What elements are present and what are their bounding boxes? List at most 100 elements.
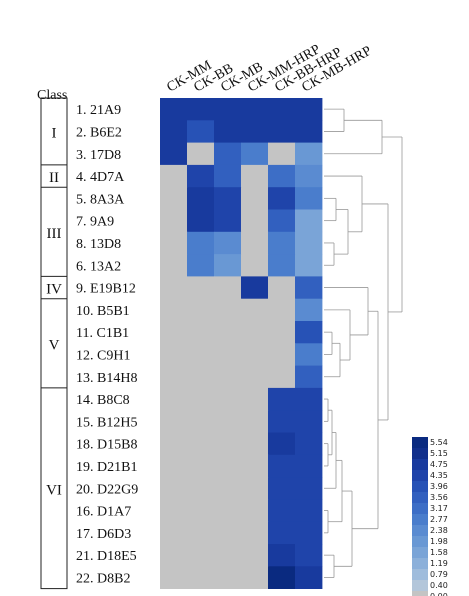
row-label: 19. D21B1 xyxy=(76,460,137,475)
heatmap-cell xyxy=(241,187,269,210)
heatmap-cell xyxy=(268,98,296,121)
row-label: 9. E19B12 xyxy=(76,282,136,297)
heatmap-cell xyxy=(268,432,296,456)
row-label: 1. 21A9 xyxy=(76,103,121,118)
heatmap-cell xyxy=(268,187,296,210)
heatmap-cell xyxy=(268,321,296,344)
heatmap-cell xyxy=(295,298,323,322)
heatmap-cell xyxy=(214,98,242,121)
legend-swatch xyxy=(412,481,428,493)
heatmap-cell xyxy=(187,521,215,545)
row-label: 21. D18E5 xyxy=(76,549,137,564)
heatmap-cell xyxy=(160,566,188,589)
heatmap-cell xyxy=(160,387,188,411)
heatmap-cell xyxy=(160,365,188,389)
legend-swatch xyxy=(412,580,428,592)
heatmap-cell xyxy=(187,365,215,389)
row-label: 20. D22G9 xyxy=(76,482,138,497)
legend-swatch xyxy=(412,569,428,581)
legend-swatch xyxy=(412,459,428,471)
heatmap-cell xyxy=(160,477,188,500)
legend-swatch xyxy=(412,503,428,515)
legend-label: 2.38 xyxy=(430,526,448,535)
legend-swatch xyxy=(412,437,428,449)
legend-label: 5.54 xyxy=(430,438,448,447)
legend-label: 4.35 xyxy=(430,471,448,480)
heatmap-cell xyxy=(268,231,296,255)
heatmap-cell xyxy=(187,410,215,433)
heatmap-cell xyxy=(241,365,269,389)
row-label: 12. C9H1 xyxy=(76,348,130,363)
heatmap-cell xyxy=(241,98,269,121)
heatmap-cell xyxy=(268,521,296,545)
heatmap-cell xyxy=(214,276,242,300)
class-label: V xyxy=(49,337,60,353)
heatmap-cell xyxy=(268,410,296,433)
heatmap-cell xyxy=(241,499,269,523)
heatmap-cell xyxy=(268,298,296,322)
heatmap-cell xyxy=(295,521,323,545)
row-label: 22. D8B2 xyxy=(76,571,130,586)
legend-label: 1.19 xyxy=(430,559,448,568)
heatmap-cell xyxy=(241,410,269,433)
heatmap-cell xyxy=(241,387,269,411)
row-label: 2. B6E2 xyxy=(76,125,122,140)
row-label: 11. C1B1 xyxy=(76,326,129,341)
heatmap-cell xyxy=(187,454,215,478)
heatmap-cell xyxy=(295,387,323,411)
legend-label: 0.40 xyxy=(430,581,448,590)
heatmap-cell xyxy=(268,544,296,567)
heatmap-cell xyxy=(241,477,269,500)
row-label: 4. 4D7A xyxy=(76,170,125,185)
heatmap-cell xyxy=(214,365,242,389)
heatmap-cell xyxy=(295,254,323,277)
heatmap-cell xyxy=(295,343,323,366)
legend-swatch xyxy=(412,536,428,548)
heatmap-cell xyxy=(214,164,242,188)
heatmap-cell xyxy=(268,343,296,366)
heatmap-cell xyxy=(241,164,269,188)
heatmap-cell xyxy=(160,209,188,233)
legend-label: 1.58 xyxy=(430,548,448,557)
class-heading: Class xyxy=(37,88,67,103)
heatmap-cell xyxy=(160,98,188,121)
heatmap-cell xyxy=(160,521,188,545)
heatmap-cell xyxy=(214,566,242,589)
row-label: 10. B5B1 xyxy=(76,304,130,319)
heatmap-cell xyxy=(160,254,188,277)
legend-swatch xyxy=(412,547,428,559)
heatmap-cell xyxy=(214,544,242,567)
legend-swatch xyxy=(412,514,428,526)
heatmap-cell xyxy=(241,454,269,478)
heatmap-cell xyxy=(187,499,215,523)
heatmap-cell xyxy=(268,387,296,411)
heatmap-cell xyxy=(160,410,188,433)
row-label: 3. 17D8 xyxy=(76,148,121,163)
heatmap-cell xyxy=(214,321,242,344)
heatmap-cell xyxy=(268,209,296,233)
legend-swatch xyxy=(412,492,428,504)
heatmap-cell xyxy=(187,142,215,166)
heatmap-cell xyxy=(295,544,323,567)
heatmap-cell xyxy=(187,231,215,255)
dendrogram xyxy=(324,108,403,578)
heatmap-cell xyxy=(187,321,215,344)
legend-label: 5.15 xyxy=(430,449,448,458)
heatmap-cell xyxy=(268,164,296,188)
heatmap-cell xyxy=(214,120,242,143)
heatmap-cell xyxy=(160,298,188,322)
heatmap-cell xyxy=(241,298,269,322)
heatmap-cell xyxy=(295,432,323,456)
legend-label: 3.56 xyxy=(430,493,448,502)
heatmap-cell xyxy=(295,142,323,166)
heatmap-cell xyxy=(214,343,242,366)
legend-label: 2.77 xyxy=(430,515,448,524)
heatmap-cell xyxy=(268,254,296,277)
heatmap-cell xyxy=(268,454,296,478)
heatmap-cell xyxy=(160,321,188,344)
heatmap-cell xyxy=(295,164,323,188)
heatmap-cell xyxy=(241,321,269,344)
heatmap-cell xyxy=(214,231,242,255)
color-scale-legend: 5.54 5.15 4.75 4.35 3.96 3.56 3.17 2.77 2.38 1.98… xyxy=(412,437,448,596)
